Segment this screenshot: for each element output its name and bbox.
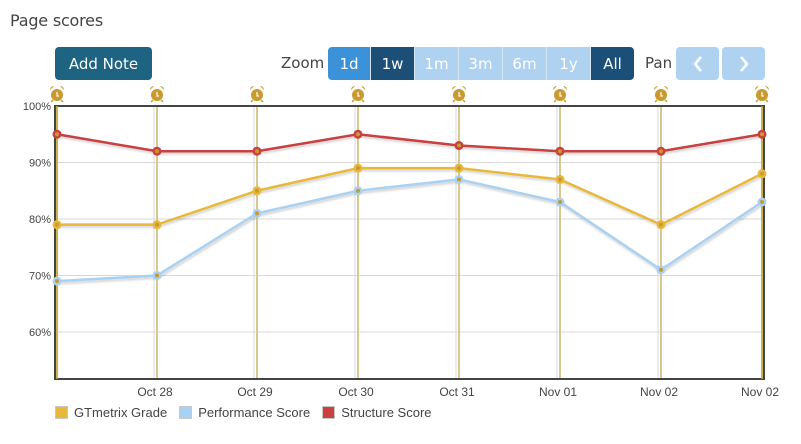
chart-grid — [54, 105, 765, 380]
pan-label: Pan — [645, 54, 673, 72]
zoom-all-button[interactable]: All — [591, 47, 634, 80]
svg-text:Oct 31: Oct 31 — [439, 385, 475, 399]
page-title: Page scores — [10, 11, 103, 30]
chart-series — [52, 129, 767, 286]
svg-text:Oct 28: Oct 28 — [137, 385, 173, 399]
zoom-1w-button[interactable]: 1w — [371, 47, 415, 80]
gtmetrix-swatch — [55, 406, 68, 419]
legend-label: GTmetrix Grade — [74, 405, 168, 420]
pan-prev-button[interactable] — [676, 47, 719, 80]
svg-text:Oct 30: Oct 30 — [338, 385, 374, 399]
svg-text:Nov 01: Nov 01 — [539, 385, 577, 399]
y-axis-labels: 60% 70% 80% 90% 100% — [23, 101, 51, 339]
zoom-1m-button[interactable]: 1m — [415, 47, 459, 80]
svg-text:60%: 60% — [29, 327, 51, 339]
chart-legend: GTmetrix Grade Performance Score Structu… — [55, 405, 444, 420]
legend-structure-score[interactable]: Structure Score — [322, 405, 432, 420]
svg-text:Nov 02: Nov 02 — [741, 385, 779, 399]
legend-performance-score[interactable]: Performance Score — [179, 405, 310, 420]
structure-swatch — [322, 406, 336, 419]
zoom-1y-button[interactable]: 1y — [547, 47, 591, 80]
zoom-3m-button[interactable]: 3m — [459, 47, 503, 80]
svg-text:Oct 29: Oct 29 — [237, 385, 273, 399]
svg-text:90%: 90% — [29, 158, 51, 170]
legend-label: Structure Score — [341, 405, 432, 420]
x-axis-labels: Oct 28 Oct 29 Oct 30 Oct 31 Nov 01 Nov 02 Nov … — [137, 385, 779, 399]
svg-text:100%: 100% — [23, 101, 51, 113]
note-markers — [49, 85, 770, 103]
chevron-left-icon — [692, 55, 702, 72]
legend-gtmetrix-grade[interactable]: GTmetrix Grade — [55, 405, 167, 420]
zoom-range-selector: 1d 1w 1m 3m 6m 1y All — [328, 47, 634, 80]
zoom-6m-button[interactable]: 6m — [503, 47, 547, 80]
chevron-right-icon — [739, 55, 749, 72]
zoom-label: Zoom — [281, 54, 325, 72]
pan-next-button[interactable] — [722, 47, 765, 80]
zoom-1d-button[interactable]: 1d — [328, 47, 371, 80]
svg-text:80%: 80% — [29, 214, 51, 226]
svg-text:Nov 02: Nov 02 — [640, 385, 678, 399]
legend-label: Performance Score — [198, 405, 311, 420]
performance-swatch — [179, 406, 193, 419]
add-note-button[interactable]: Add Note — [55, 47, 152, 80]
svg-text:70%: 70% — [29, 271, 51, 283]
